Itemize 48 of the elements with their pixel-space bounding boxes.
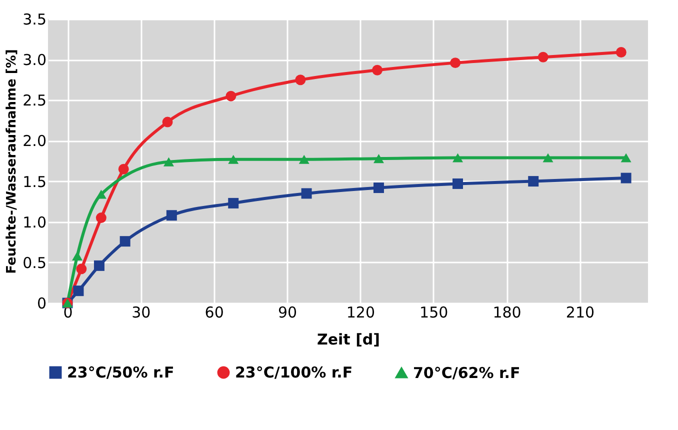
x-axis-title: Zeit [d]: [316, 330, 380, 348]
x-tick-label: 180: [492, 304, 522, 322]
point: [616, 47, 626, 58]
point: [118, 164, 129, 174]
point: [373, 154, 384, 164]
y-tick-label: 2.5: [22, 92, 46, 110]
y-tick-label: 0.5: [22, 254, 46, 272]
x-tick-label: 60: [204, 304, 224, 322]
y-tick-label: 3.0: [22, 51, 46, 70]
x-tick-label: 30: [132, 304, 151, 322]
point: [373, 182, 384, 194]
legend-label: 23°C/50% r.F: [67, 364, 174, 382]
x-tick-label: 150: [420, 304, 448, 322]
point: [452, 178, 463, 189]
point: [450, 58, 461, 68]
point: [298, 154, 310, 164]
point: [72, 251, 83, 260]
point: [538, 52, 548, 62]
y-axis-title: Feuchte-/Wasseraufnahme [%]: [4, 49, 20, 274]
y-tick-label: 1.5: [22, 172, 46, 191]
y-tick-label: 2.0: [22, 132, 46, 150]
point: [542, 153, 554, 162]
point: [166, 210, 177, 221]
point: [295, 74, 306, 86]
x-tick-label: 90: [278, 304, 298, 322]
y-tick-label: 3.5: [22, 10, 46, 28]
point: [620, 153, 632, 162]
point: [120, 236, 130, 247]
point: [73, 286, 84, 296]
legend-label: 23°C/100% r.F: [235, 364, 353, 382]
point: [163, 157, 174, 166]
point: [301, 188, 312, 199]
x-tick-label: 120: [346, 304, 376, 322]
point: [162, 116, 173, 128]
point: [228, 198, 239, 208]
point: [96, 190, 106, 199]
point: [226, 90, 236, 102]
point: [76, 264, 87, 274]
point: [452, 153, 463, 162]
point: [96, 212, 106, 224]
legend-label: 70°C/62% r.F: [413, 364, 520, 382]
point: [620, 172, 632, 184]
point: [94, 260, 104, 271]
point: [372, 64, 383, 76]
point: [528, 176, 539, 187]
y-tick-label: 1.0: [22, 213, 46, 232]
point: [228, 154, 239, 164]
x-tick-label: 210: [566, 304, 595, 322]
